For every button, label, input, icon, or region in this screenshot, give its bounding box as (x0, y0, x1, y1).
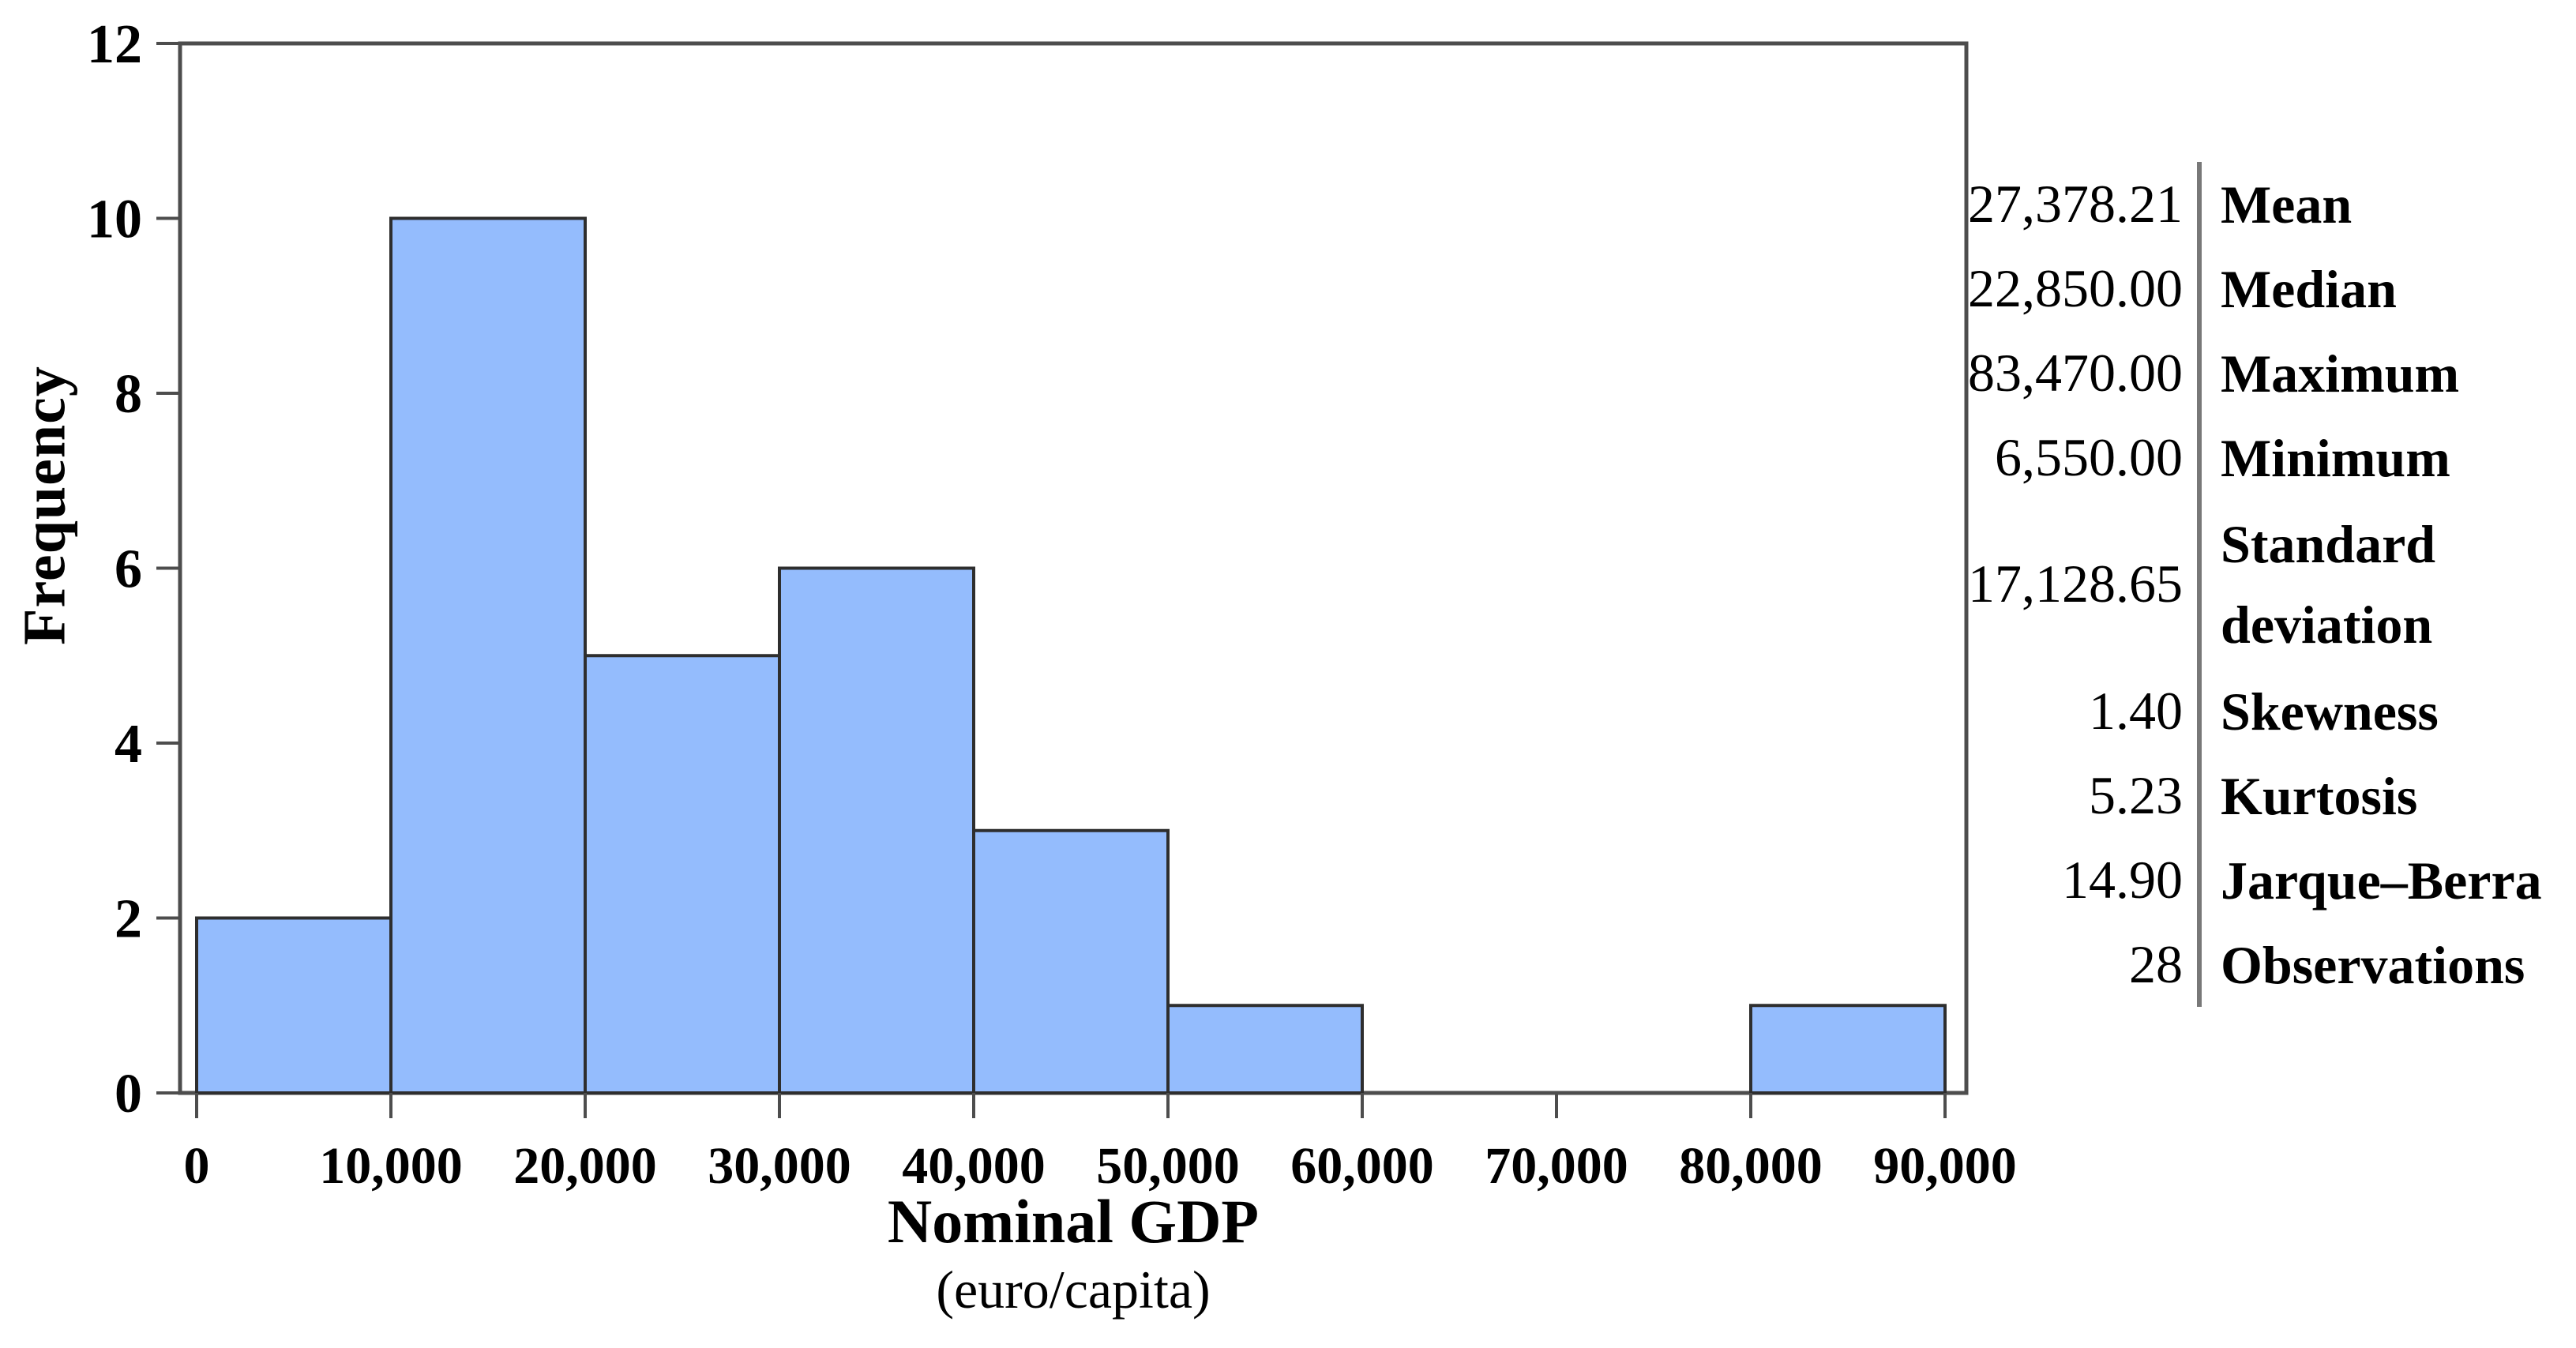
histogram-bar (1166, 1004, 1364, 1095)
y-axis-title: Frequency (11, 366, 78, 645)
stats-panel: 27,378.21 Mean 22,850.00 Median 83,470.0… (1936, 162, 2576, 1007)
stat-label: Standard deviation (2197, 500, 2576, 669)
stat-row: 5.23 Kurtosis (1936, 753, 2576, 838)
stat-row: 83,470.00 Maximum (1936, 331, 2576, 415)
x-axis-title: Nominal GDP (887, 1187, 1260, 1256)
x-tick-label: 90,000 (1873, 1137, 2017, 1195)
x-tick-label: 10,000 (319, 1137, 463, 1195)
stat-row: 28 Observations (1936, 922, 2576, 1007)
stat-row: 1.40 Skewness (1936, 669, 2576, 753)
stat-value: 6,550.00 (1995, 426, 2183, 487)
stat-row: 6,550.00 Minimum (1936, 415, 2576, 500)
x-tick-label: 60,000 (1290, 1137, 1434, 1195)
stat-label: Kurtosis (2197, 753, 2576, 838)
stat-value: 14.90 (2062, 849, 2183, 910)
stat-row: 17,128.65 Standard deviation (1936, 500, 2576, 669)
stat-value: 27,378.21 (1968, 173, 2183, 234)
histogram-bar (1749, 1004, 1947, 1095)
stat-value: 22,850.00 (1968, 257, 2183, 318)
x-tick-label: 0 (184, 1137, 210, 1195)
x-tick-label: 50,000 (1096, 1137, 1240, 1195)
stat-label: Skewness (2197, 669, 2576, 753)
stat-label: Median (2197, 246, 2576, 331)
histogram-bar (584, 654, 781, 1095)
stat-value: 17,128.65 (1968, 554, 2183, 614)
x-tick-label: 40,000 (902, 1137, 1046, 1195)
y-tick-label: 12 (87, 14, 142, 75)
histogram-bar (195, 916, 392, 1095)
x-tick-label: 80,000 (1679, 1137, 1823, 1195)
y-tick-label: 8 (115, 364, 142, 425)
stat-value: 1.40 (2089, 680, 2183, 741)
stat-value: 83,470.00 (1968, 342, 2183, 403)
y-tick-label: 0 (115, 1064, 142, 1125)
stat-label: Minimum (2197, 415, 2576, 500)
histogram-bar (778, 566, 975, 1095)
stat-row: 14.90 Jarque–Berra (1936, 838, 2576, 922)
x-axis-unit: (euro/capita) (936, 1260, 1211, 1320)
y-tick-label: 2 (115, 889, 142, 950)
x-tick-label: 20,000 (513, 1137, 657, 1195)
stat-value: 28 (2129, 933, 2183, 994)
x-tick-label: 30,000 (708, 1137, 851, 1195)
x-tick-label: 70,000 (1485, 1137, 1628, 1195)
histogram-bar (972, 828, 1170, 1095)
stat-row: 27,378.21 Mean (1936, 162, 2576, 246)
histogram-bar (389, 216, 587, 1095)
stat-label: Maximum (2197, 331, 2576, 415)
stat-label: Jarque–Berra (2197, 838, 2576, 922)
y-tick-label: 4 (115, 714, 142, 775)
stat-label: Observations (2197, 922, 2576, 1007)
y-tick-label: 10 (87, 190, 142, 250)
stat-value: 5.23 (2089, 764, 2183, 825)
stat-row: 22,850.00 Median (1936, 246, 2576, 331)
stat-label: Mean (2197, 162, 2576, 246)
y-tick-label: 6 (115, 539, 142, 600)
